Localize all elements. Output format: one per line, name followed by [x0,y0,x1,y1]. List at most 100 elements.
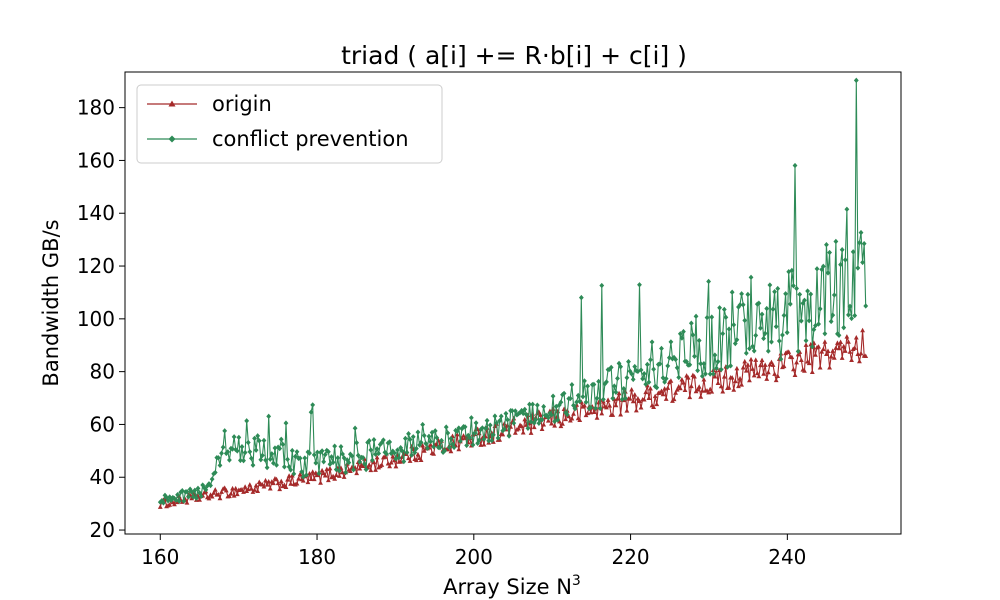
data-point [734,365,740,371]
data-point [363,466,369,473]
data-point [497,437,503,442]
data-point [764,305,770,312]
data-point [239,443,245,450]
data-point [454,431,460,437]
data-point [847,303,853,310]
data-point [217,462,223,469]
data-point [718,383,724,389]
data-point [846,339,851,344]
data-point [333,472,339,477]
data-point [212,469,218,476]
data-point [275,444,281,450]
data-point [698,361,704,367]
data-point [429,429,435,436]
data-point [585,383,591,389]
data-point [300,478,306,483]
data-point [184,500,190,505]
data-point [742,317,748,324]
data-point [646,395,652,401]
data-point [600,396,606,403]
data-point [699,373,705,379]
data-point [701,376,707,382]
data-point [362,461,367,467]
data-point [379,462,385,467]
data-point [802,297,807,303]
data-point [216,491,221,497]
data-point [794,285,799,292]
data-point [437,444,443,451]
data-point [860,327,865,333]
data-point [659,345,664,352]
data-point [721,306,727,313]
data-point [236,434,242,441]
data-point [281,464,287,470]
data-point [665,363,671,369]
data-point [498,413,504,419]
data-point [720,330,726,337]
data-point [844,206,850,212]
data-point [794,359,799,365]
data-point [206,495,212,501]
x-tick-label: 200 [455,545,493,569]
data-point [583,399,589,405]
data-point [637,398,642,403]
data-point [618,411,624,417]
data-point [194,495,199,501]
data-point [668,378,674,383]
y-tick-label: 140 [77,201,115,225]
data-point [729,289,735,295]
data-point [824,351,829,357]
data-point [731,322,737,328]
data-point [451,444,457,451]
data-point [468,415,474,421]
data-point [701,361,707,367]
data-point [233,485,239,491]
data-point [266,413,272,420]
data-point [539,417,545,423]
data-point [167,502,173,507]
data-point [822,330,828,337]
data-point [588,404,594,411]
data-point [175,491,180,498]
data-point [198,493,204,499]
data-point [253,447,259,453]
data-point [816,344,821,349]
data-point [660,391,666,397]
data-point [651,404,657,409]
data-point [228,491,234,496]
data-point [275,480,281,486]
data-point [530,401,536,408]
series-layer [157,77,869,509]
data-point [622,395,628,401]
data-point [391,450,397,456]
data-point [501,426,507,432]
data-point [844,334,850,339]
data-point [310,402,316,408]
data-point [230,485,235,491]
data-point [648,357,653,363]
data-point [445,430,451,436]
data-point [827,365,832,370]
data-point [706,278,712,285]
data-point [747,345,752,352]
data-point [776,338,782,344]
data-point [679,376,685,382]
data-point [311,476,317,482]
data-point [624,374,630,381]
data-point [715,358,721,365]
data-point [234,491,240,497]
data-point [413,457,419,463]
data-point [791,283,796,289]
data-point [726,385,732,390]
data-point [227,457,232,463]
data-point [387,439,393,445]
data-point [692,353,697,360]
data-point [203,487,209,493]
data-point [731,387,737,392]
data-point [486,438,492,444]
legend: origin conflict prevention [136,84,443,164]
data-point [336,473,342,478]
data-point [750,366,756,371]
data-point [646,379,652,385]
data-point [492,413,498,419]
